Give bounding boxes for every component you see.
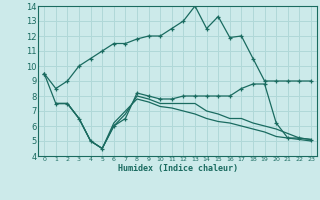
- X-axis label: Humidex (Indice chaleur): Humidex (Indice chaleur): [118, 164, 238, 173]
